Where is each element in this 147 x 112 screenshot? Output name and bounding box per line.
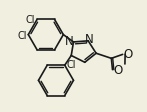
Text: O: O (124, 48, 133, 61)
Text: Cl: Cl (26, 15, 35, 25)
Text: Cl: Cl (66, 60, 76, 69)
Text: N: N (65, 34, 74, 47)
Text: O: O (114, 63, 123, 76)
Text: N: N (85, 32, 93, 45)
Text: Cl: Cl (17, 30, 27, 40)
